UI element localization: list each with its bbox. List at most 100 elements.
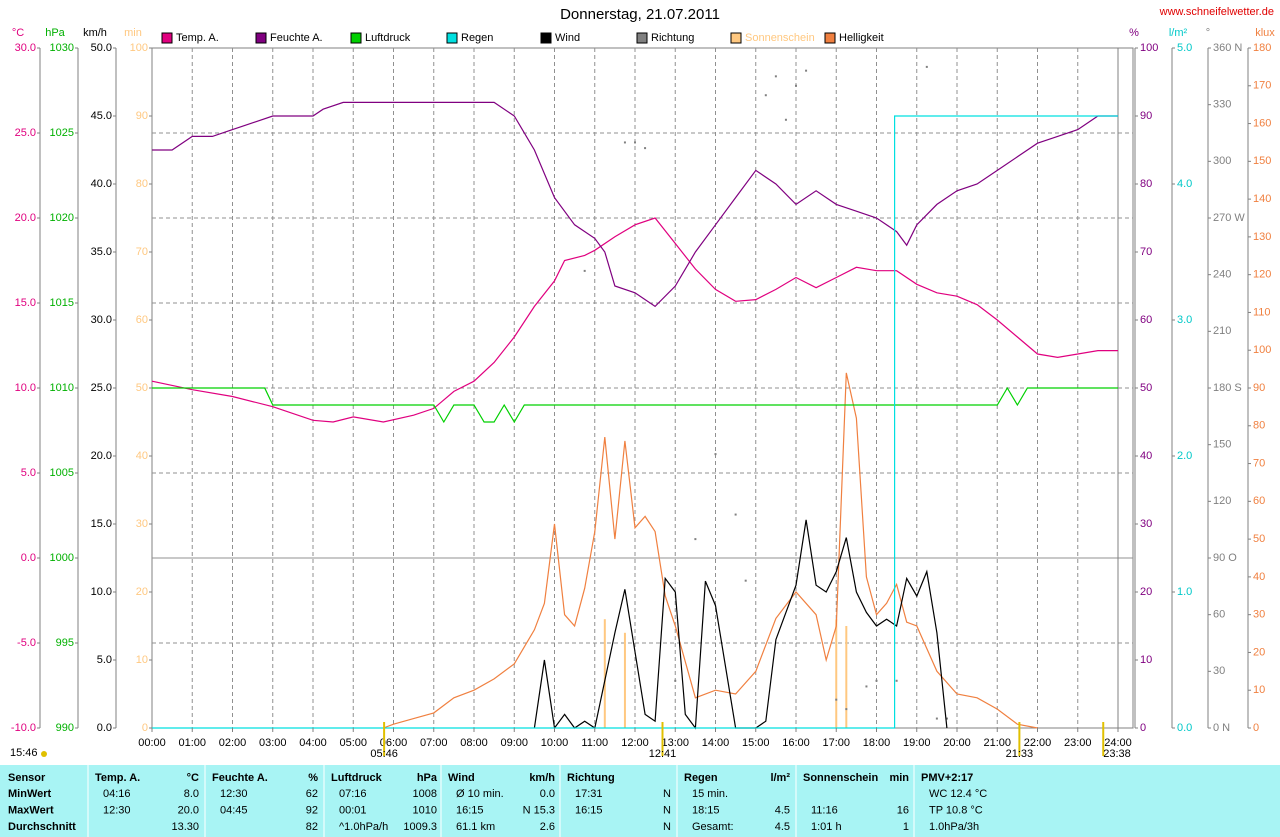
y-tick-label: 25.0: [15, 127, 36, 139]
legend-swatch: [824, 32, 836, 44]
legend-swatch: [636, 32, 648, 44]
table-cell: 12:30: [220, 788, 248, 800]
table-cell: %: [308, 772, 318, 784]
y-tick-label: 80: [1253, 420, 1265, 432]
y-tick-label: 180: [1253, 42, 1271, 54]
table-cell: MinWert: [8, 788, 52, 800]
chart-title: Donnerstag, 21.07.2011: [560, 6, 720, 23]
table-cell: 61.1 km: [456, 821, 495, 833]
y-tick-label: -5.0: [17, 637, 36, 649]
axis-unit: hPa: [45, 27, 65, 39]
table-cell: 1010: [413, 804, 437, 816]
y-tick-label: 10: [1140, 654, 1152, 666]
y-tick-label: 60: [1213, 609, 1225, 621]
y-tick-label: 30.0: [15, 42, 36, 54]
y-tick-label: 40: [1253, 571, 1265, 583]
y-tick-label: 50: [1140, 382, 1152, 394]
y-tick-label: 170: [1253, 80, 1271, 92]
y-tick-label: 1005: [50, 467, 74, 479]
series-line: [152, 115, 1118, 729]
x-tick-label: 00:00: [138, 737, 166, 749]
direction-dot: [895, 679, 898, 682]
table-cell: N: [663, 804, 671, 816]
y-tick-label: 1020: [50, 212, 74, 224]
y-tick-label: 330: [1213, 99, 1231, 111]
table-cell: 92: [306, 804, 318, 816]
y-tick-label: 35.0: [91, 246, 112, 258]
x-tick-label: 05:00: [339, 737, 367, 749]
table-cell: Durchschnitt: [8, 821, 76, 833]
y-tick-label: 180 S: [1213, 382, 1242, 394]
y-tick-label: 70: [1140, 246, 1152, 258]
y-tick-label: 0: [142, 722, 148, 734]
table-cell: Sonnenschein: [803, 772, 878, 784]
x-tick-label: 11:00: [581, 737, 608, 749]
y-tick-label: 995: [56, 637, 74, 649]
y-tick-label: 1010: [50, 382, 74, 394]
legend-swatch: [161, 32, 173, 44]
annotation-label: 12:41: [649, 748, 677, 760]
table-cell: 16:15: [456, 804, 484, 816]
table-cell: 16: [897, 804, 909, 816]
y-tick-label: 4.0: [1177, 178, 1192, 190]
y-tick-label: 120: [1213, 495, 1231, 507]
x-tick-label: 08:00: [460, 737, 488, 749]
y-tick-label: 0: [1140, 722, 1146, 734]
legend-label: Sonnenschein: [745, 32, 815, 44]
x-tick-label: 23:00: [1064, 737, 1092, 749]
table-cell: min: [889, 772, 909, 784]
table-cell: Regen: [684, 772, 718, 784]
y-tick-label: 100: [130, 42, 148, 54]
direction-dot: [734, 513, 737, 516]
y-tick-label: 50: [136, 382, 148, 394]
series-line: [152, 101, 1118, 308]
table-cell: 8.0: [184, 788, 199, 800]
y-tick-label: 60: [136, 314, 148, 326]
series-line: [152, 386, 1118, 424]
y-tick-label: 50: [1253, 533, 1265, 545]
table-cell: ^1.0hPa/h: [339, 821, 388, 833]
series-line: [151, 217, 1118, 423]
table-cell: 00:01: [339, 804, 367, 816]
y-tick-label: 70: [136, 246, 148, 258]
table-background: [0, 765, 1280, 837]
table-cell: 18:15: [692, 804, 720, 816]
table-cell: 12:30: [103, 804, 131, 816]
direction-dot: [644, 147, 647, 150]
axis-unit: km/h: [83, 27, 107, 39]
table-cell: MaxWert: [8, 804, 54, 816]
direction-dot: [714, 453, 717, 456]
legend-label: Helligkeit: [839, 32, 884, 44]
y-tick-label: 0.0: [21, 552, 36, 564]
direction-dot: [623, 141, 626, 144]
axis-unit: l/m²: [1169, 27, 1188, 39]
y-tick-label: 80: [1140, 178, 1152, 190]
y-tick-label: 990: [56, 722, 74, 734]
y-tick-label: 0 N: [1213, 722, 1230, 734]
table-cell: l/m²: [770, 772, 790, 784]
sunshine-bar: [623, 632, 626, 728]
y-tick-label: 10: [136, 654, 148, 666]
y-tick-label: 130: [1253, 231, 1271, 243]
direction-dot: [795, 84, 797, 87]
table-cell: Temp. A.: [95, 772, 140, 784]
y-tick-label: 1015: [50, 297, 74, 309]
x-tick-label: 19:00: [903, 737, 931, 749]
y-tick-label: 240: [1213, 269, 1231, 281]
legend-swatch: [350, 32, 362, 44]
table-cell: 16:15: [575, 804, 603, 816]
y-tick-label: 100: [1140, 42, 1158, 54]
table-cell: km/h: [529, 772, 555, 784]
table-cell: Sensor: [8, 772, 46, 784]
x-tick-label: 20:00: [943, 737, 971, 749]
table-cell: 4.5: [775, 821, 790, 833]
y-tick-label: 2.0: [1177, 450, 1192, 462]
direction-dot: [835, 698, 838, 701]
legend-label: Feuchte A.: [270, 32, 323, 44]
y-tick-label: 1000: [50, 552, 74, 564]
x-tick-label: 18:00: [863, 737, 891, 749]
legend-label: Luftdruck: [365, 32, 411, 44]
axis-unit: min: [124, 27, 142, 39]
stats-table: Sensor Temp. A. °C Feuchte A.% Luftdruck hPa W…: [8, 765, 987, 837]
y-tick-label: 30: [1253, 609, 1265, 621]
